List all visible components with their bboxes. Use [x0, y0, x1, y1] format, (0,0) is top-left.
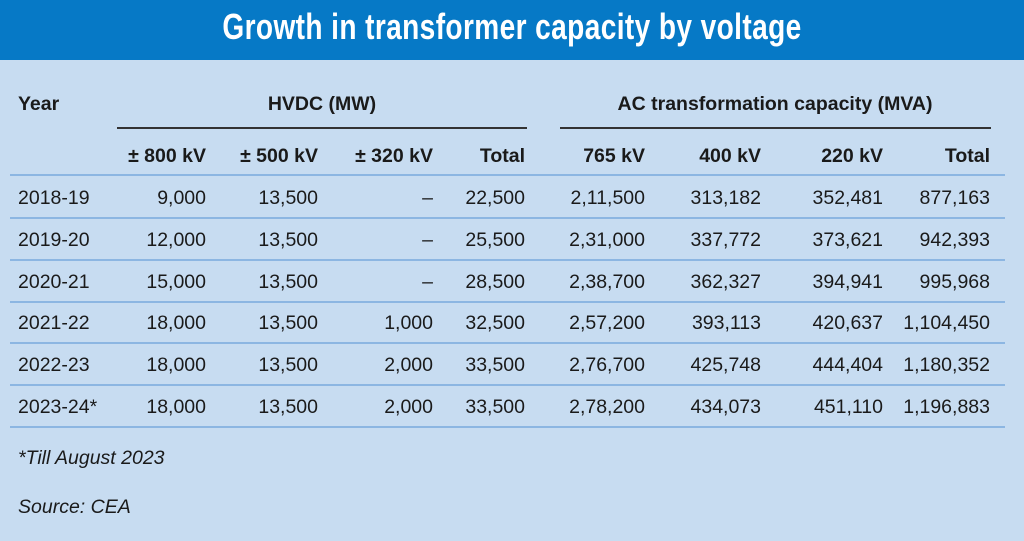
hvdc-group-header: HVDC (MW) — [267, 93, 377, 115]
value-cell: 12,000 — [146, 228, 206, 251]
table-title: Growth in transformer capacity by voltag… — [222, 6, 802, 47]
ac-group-header: AC transformation capacity (MVA) — [617, 93, 933, 115]
year-cell: 2023-24* — [18, 396, 98, 418]
year-cell: 2021-22 — [18, 312, 90, 335]
value-cell: 1,104,450 — [903, 312, 990, 335]
row-divider — [10, 300, 1005, 303]
value-cell: 942,393 — [919, 228, 991, 251]
value-cell: 434,073 — [690, 396, 762, 418]
row-divider — [10, 217, 1005, 219]
value-cell: 995,968 — [919, 270, 991, 293]
value-cell: 13,500 — [258, 354, 318, 377]
value-cell: 15,000 — [146, 270, 206, 293]
value-cell: 13,500 — [258, 187, 318, 209]
value-cell: 444,404 — [812, 354, 884, 377]
year-cell: 2019-20 — [18, 228, 90, 251]
hvdc-group-underline — [117, 127, 527, 129]
source-note: Source: CEA — [18, 496, 131, 518]
column-header: 220 kV — [821, 145, 883, 167]
table-row: 2020-21 15,000 13,500 – 28,500 2,38,700 362,32… — [0, 261, 1024, 303]
value-cell: 33,500 — [465, 396, 525, 418]
value-cell: 1,000 — [384, 312, 433, 335]
row-divider — [10, 258, 1005, 261]
year-cell: 2018-19 — [18, 187, 90, 209]
value-cell: 28,500 — [465, 270, 525, 293]
value-cell: 9,000 — [157, 187, 206, 209]
footnote: *Till August 2023 — [18, 447, 165, 469]
value-cell: 13,500 — [258, 312, 318, 335]
value-cell: 1,180,352 — [903, 354, 990, 377]
value-cell: 13,500 — [258, 270, 318, 293]
value-cell: 393,113 — [691, 312, 761, 335]
value-cell: 420,637 — [812, 312, 884, 335]
column-header: ± 320 kV — [355, 145, 433, 167]
column-header: Total — [479, 145, 525, 167]
value-cell: 25,500 — [465, 228, 525, 251]
value-cell: 2,38,700 — [569, 270, 645, 293]
group-header-row: Year HVDC (MW) AC transformation capacit… — [0, 83, 1024, 125]
value-cell: 352,481 — [812, 187, 884, 209]
value-cell: 2,57,200 — [569, 312, 645, 335]
year-cell: 2020-21 — [18, 270, 90, 293]
column-header: ± 500 kV — [240, 145, 318, 167]
year-header: Year — [18, 93, 60, 115]
value-cell: 33,500 — [465, 354, 525, 377]
value-cell: 22,500 — [465, 187, 525, 209]
value-cell: 877,163 — [919, 187, 991, 209]
ac-group-underline — [560, 127, 991, 129]
row-divider — [10, 426, 1005, 428]
value-cell: 13,500 — [258, 396, 318, 418]
table-row: 2018-19 9,000 13,500 – 22,500 2,11,500 313,182… — [0, 177, 1024, 219]
row-divider — [10, 342, 1005, 345]
value-cell: 2,31,000 — [569, 228, 645, 251]
value-cell: 451,110 — [813, 396, 883, 418]
value-cell: 2,78,200 — [569, 396, 645, 418]
value-cell: 13,500 — [258, 228, 318, 251]
value-cell: 2,76,700 — [569, 354, 645, 377]
value-cell: 18,000 — [146, 396, 206, 418]
table-row: 2019-20 12,000 13,500 – 25,500 2,31,000 337,77… — [0, 219, 1024, 261]
value-cell: 362,327 — [690, 270, 762, 293]
value-cell: 2,000 — [384, 396, 433, 418]
title-bar: Growth in transformer capacity by voltag… — [0, 0, 1024, 60]
row-divider — [10, 384, 1005, 387]
column-header: Total — [944, 145, 990, 167]
table-row: 2023-24* 18,000 13,500 2,000 33,500 2,78,200 4… — [0, 386, 1024, 428]
value-cell: – — [422, 187, 433, 209]
column-header: 400 kV — [699, 145, 761, 167]
value-cell: 313,182 — [690, 187, 762, 209]
year-cell: 2022-23 — [18, 354, 90, 377]
value-cell: 1,196,883 — [903, 396, 990, 418]
value-cell: 425,748 — [690, 354, 762, 377]
value-cell: – — [422, 270, 433, 293]
value-cell: 394,941 — [812, 270, 884, 293]
value-cell: 2,000 — [384, 354, 433, 377]
column-header-row: ± 800 kV ± 500 kV ± 320 kV Total 765 kV 400 k… — [0, 135, 1024, 177]
value-cell: 373,621 — [812, 228, 884, 251]
value-cell: – — [422, 228, 433, 251]
table-row: 2022-23 18,000 13,500 2,000 33,500 2,76,700 42… — [0, 344, 1024, 386]
column-header: ± 800 kV — [128, 145, 206, 167]
header-divider — [10, 174, 1005, 176]
value-cell: 337,772 — [690, 228, 762, 251]
value-cell: 18,000 — [146, 312, 206, 335]
table-row: 2021-22 18,000 13,500 1,000 32,500 2,57,200 39… — [0, 302, 1024, 344]
value-cell: 2,11,500 — [570, 187, 645, 209]
value-cell: 32,500 — [465, 312, 525, 335]
value-cell: 18,000 — [146, 354, 206, 377]
column-header: 765 kV — [583, 145, 645, 167]
